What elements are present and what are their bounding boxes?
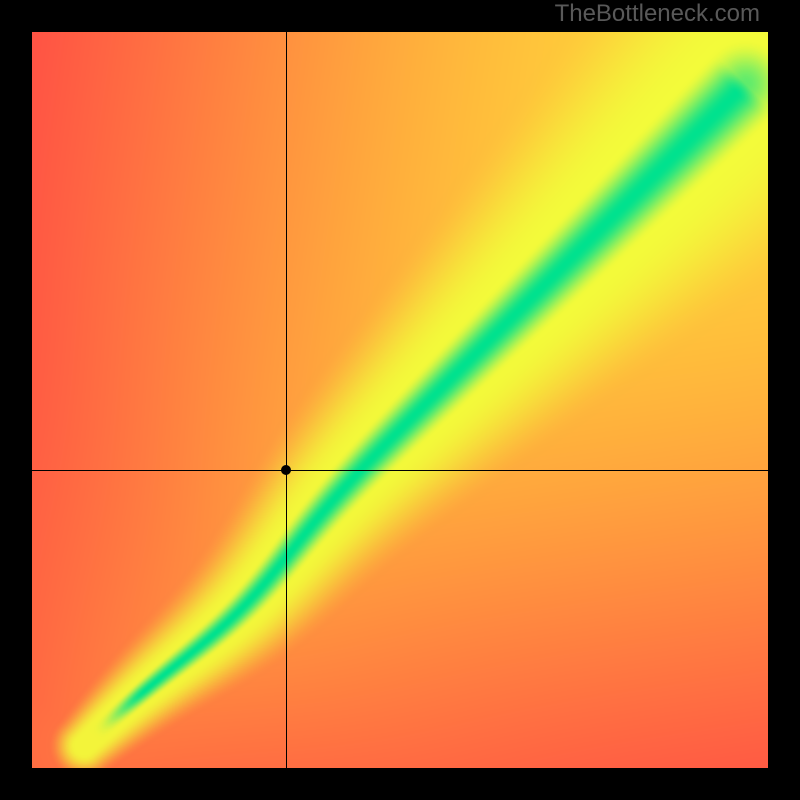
- heatmap-canvas: [32, 32, 768, 768]
- marker-point: [281, 465, 291, 475]
- crosshair-horizontal: [32, 470, 768, 471]
- chart-container: TheBottleneck.com: [0, 0, 800, 800]
- crosshair-vertical: [286, 32, 287, 768]
- heatmap-chart: [32, 32, 768, 768]
- watermark-text: TheBottleneck.com: [555, 0, 760, 28]
